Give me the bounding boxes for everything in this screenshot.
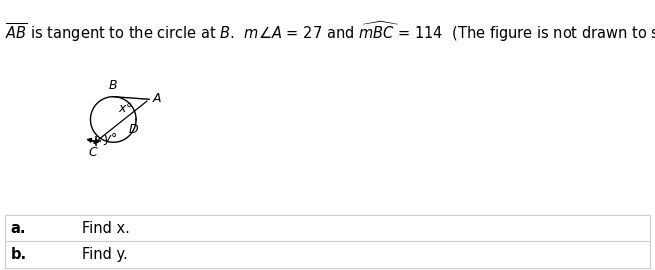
Text: a.: a. [10,221,26,236]
Text: Find x.: Find x. [82,221,130,236]
Text: D: D [128,123,138,136]
Text: $x°$: $x°$ [118,102,132,116]
Text: Find y.: Find y. [82,247,128,262]
Text: $y°$: $y°$ [103,131,118,147]
Text: C: C [88,146,98,159]
Text: B: B [109,79,118,92]
Text: $\overline{AB}$ is tangent to the circle at $B$.  $m\angle{A}$ = 27 and $\wideha: $\overline{AB}$ is tangent to the circle… [5,19,655,44]
Text: A: A [153,92,161,105]
Text: b.: b. [10,247,27,262]
